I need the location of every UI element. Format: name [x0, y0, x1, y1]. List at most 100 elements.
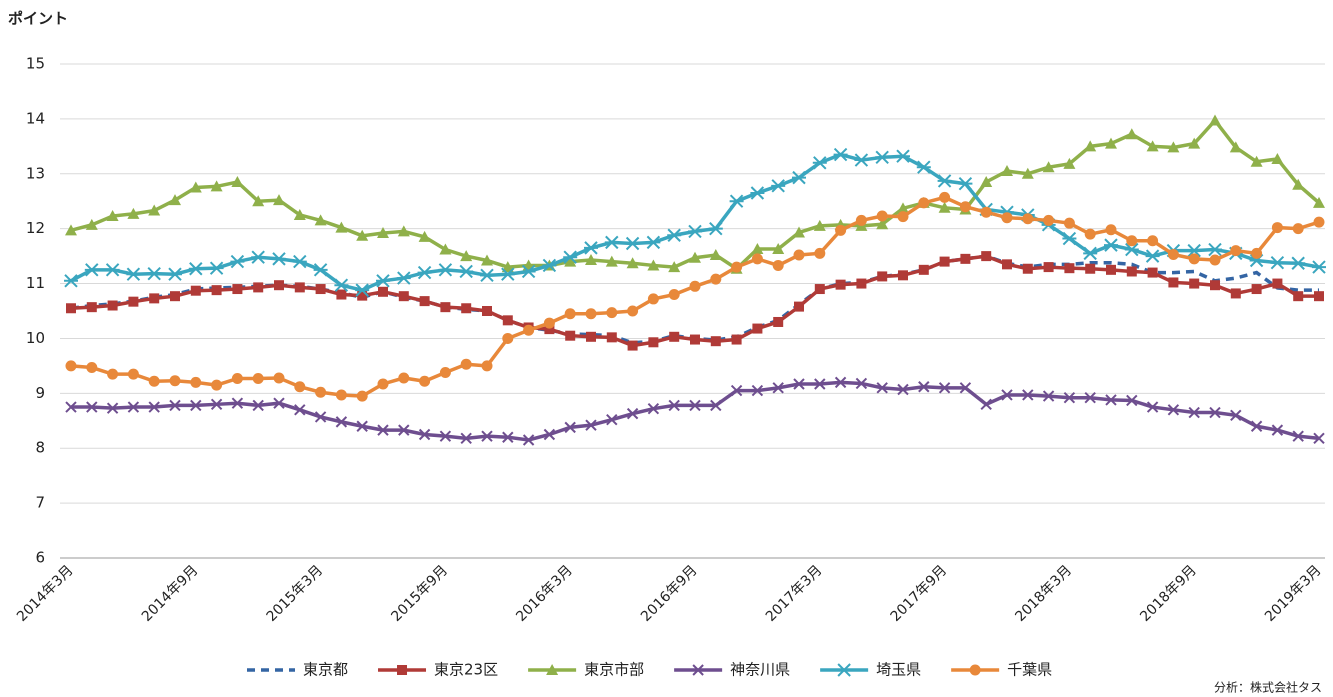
marker [107, 368, 119, 380]
marker [376, 274, 390, 288]
marker [730, 384, 743, 397]
x-tick-label: 2019年3月 [1262, 562, 1325, 625]
marker [1292, 223, 1304, 235]
marker [1063, 157, 1076, 169]
marker [1209, 254, 1221, 266]
marker [334, 278, 349, 292]
legend-marker [397, 665, 408, 675]
marker [251, 250, 266, 264]
marker [439, 430, 452, 442]
marker [709, 249, 722, 261]
marker [1146, 401, 1159, 413]
marker [1105, 224, 1117, 236]
legend-item: 東京都 [247, 661, 348, 679]
marker [1270, 255, 1285, 270]
marker [1042, 161, 1055, 173]
marker [896, 149, 910, 163]
marker [751, 253, 763, 265]
marker [481, 430, 493, 442]
marker [1022, 263, 1033, 274]
marker [418, 230, 431, 242]
legend-item: 東京市部 [528, 661, 644, 679]
marker [918, 264, 929, 275]
marker [168, 267, 182, 281]
marker [564, 421, 576, 434]
marker [564, 255, 577, 267]
marker [585, 419, 597, 431]
marker [751, 384, 764, 397]
marker [668, 289, 680, 301]
marker [1313, 196, 1325, 208]
x-tick-label: 2018年3月 [1012, 562, 1075, 625]
marker [86, 302, 97, 313]
marker [294, 381, 306, 393]
marker [481, 254, 493, 266]
marker [835, 224, 847, 236]
marker [1271, 222, 1283, 234]
marker [1063, 217, 1075, 229]
marker [605, 255, 618, 267]
marker [502, 431, 514, 443]
marker [1167, 141, 1180, 153]
marker [938, 382, 951, 394]
y-tick-label: 10 [26, 329, 45, 347]
marker [335, 221, 348, 233]
marker [1084, 140, 1097, 152]
legend-item: 千葉県 [951, 661, 1052, 679]
marker [169, 375, 181, 387]
marker [460, 250, 473, 262]
marker [1104, 238, 1118, 252]
x-tick-label: 2017年9月 [888, 562, 951, 625]
marker [1250, 420, 1263, 432]
marker [355, 283, 370, 297]
marker [565, 330, 576, 341]
series-line [70, 195, 1320, 398]
marker [1084, 392, 1096, 404]
marker [65, 401, 77, 413]
marker [1043, 214, 1055, 226]
legend-label: 埼玉県 [876, 661, 921, 679]
marker [1187, 243, 1202, 258]
marker [252, 373, 264, 385]
marker [64, 274, 78, 288]
marker [937, 174, 952, 188]
marker [231, 397, 244, 409]
marker [606, 307, 618, 319]
marker [877, 271, 888, 282]
legend-marker [837, 663, 852, 677]
marker [814, 378, 826, 390]
marker [377, 378, 389, 390]
x-tick-label: 2016年3月 [513, 562, 576, 625]
marker [480, 268, 494, 283]
marker [1105, 137, 1117, 149]
y-tick-label: 8 [35, 439, 45, 457]
marker [980, 206, 992, 218]
marker [335, 416, 348, 428]
marker [356, 229, 369, 241]
marker [107, 300, 118, 311]
y-tick-label: 11 [26, 274, 45, 292]
marker [833, 147, 848, 162]
marker [398, 424, 410, 436]
y-tick-label: 7 [35, 494, 45, 512]
legend-label: 東京都 [303, 661, 348, 679]
marker [1188, 253, 1200, 265]
legend-marker [692, 664, 704, 676]
marker [210, 180, 223, 192]
marker [128, 296, 139, 307]
marker [916, 160, 931, 174]
marker [439, 243, 452, 255]
marker [897, 211, 909, 223]
marker [1125, 128, 1138, 140]
marker [585, 253, 597, 265]
marker [689, 280, 701, 292]
marker [938, 201, 951, 213]
marker [293, 208, 306, 220]
marker [897, 383, 909, 396]
legend-label: 東京23区 [434, 661, 498, 679]
marker [918, 197, 930, 209]
marker [314, 411, 327, 423]
marker [252, 399, 264, 412]
marker [1083, 246, 1098, 261]
